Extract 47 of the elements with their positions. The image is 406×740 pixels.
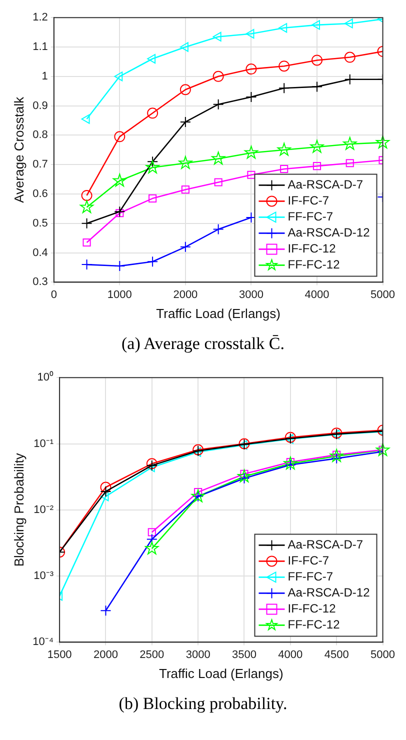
x-axis-title: Traffic Load (Erlangs)	[156, 306, 280, 321]
x-tick-label: 2000	[93, 648, 118, 661]
y-tick-label: 0.6	[32, 188, 48, 200]
x-tick-label: 4500	[324, 648, 349, 661]
legend-label: IF-FC-7	[288, 194, 330, 208]
y-tick-label: 0.4	[32, 246, 48, 259]
legend-label: Aa-RSCA-D-12	[288, 226, 370, 240]
x-tick-label: 3500	[232, 648, 256, 661]
x-tick-label: 4000	[278, 648, 303, 661]
x-tick-label: 4000	[304, 288, 330, 301]
x-tick-label: 3000	[186, 648, 210, 661]
y-tick-label: 0.8	[32, 129, 48, 142]
legend-label: Aa-RSCA-D-7	[288, 538, 364, 552]
x-tick-label: 0	[50, 288, 57, 301]
y-tick-label: 10⁻⁴	[32, 636, 54, 648]
y-tick-label: 0.7	[32, 158, 48, 171]
y-axis-title: Average Crosstalk	[11, 96, 26, 203]
y-tick-label: 0.9	[32, 100, 48, 112]
text: (b) Blocking probability.	[118, 694, 288, 714]
y-tick-label: 10⁻²	[34, 504, 54, 516]
x-tick-label: 5000	[370, 648, 396, 661]
legend-label: Aa-RSCA-D-7	[288, 178, 364, 192]
x-tick-label: 2500	[140, 648, 164, 661]
y-tick-label: 0.5	[32, 217, 48, 230]
legend-label: IF-FC-7	[288, 554, 330, 568]
y-tick-label: 0.3	[32, 276, 48, 288]
y-tick-label: 10⁰	[37, 370, 54, 384]
legend-label: IF-FC-12	[288, 602, 336, 616]
legend-label: IF-FC-12	[288, 242, 336, 256]
y-tick-label: 1	[42, 70, 48, 82]
legend-label: FF-FC-7	[288, 570, 334, 584]
x-tick-label: 5000	[370, 288, 396, 301]
y-tick-label: 10⁻³	[34, 570, 54, 582]
text: (a) Average crosstalk C̄.	[120, 334, 286, 354]
x-tick-label: 1000	[107, 288, 132, 301]
legend-label: FF-FC-7	[288, 210, 334, 224]
x-tick-label: 1500	[47, 648, 72, 661]
x-tick-label: 3000	[238, 288, 264, 301]
y-axis-title: Blocking Probability	[11, 452, 26, 567]
y-tick-label: 10⁻¹	[34, 438, 54, 450]
x-tick-label: 2000	[173, 288, 198, 301]
legend-label: Aa-RSCA-D-12	[288, 586, 370, 600]
x-axis-title: Traffic Load (Erlangs)	[159, 666, 284, 681]
y-tick-label: 1.1	[32, 41, 48, 54]
legend-label: FF-FC-12	[288, 618, 340, 632]
legend-label: FF-FC-12	[288, 258, 340, 272]
y-tick-label: 1.2	[32, 12, 48, 24]
